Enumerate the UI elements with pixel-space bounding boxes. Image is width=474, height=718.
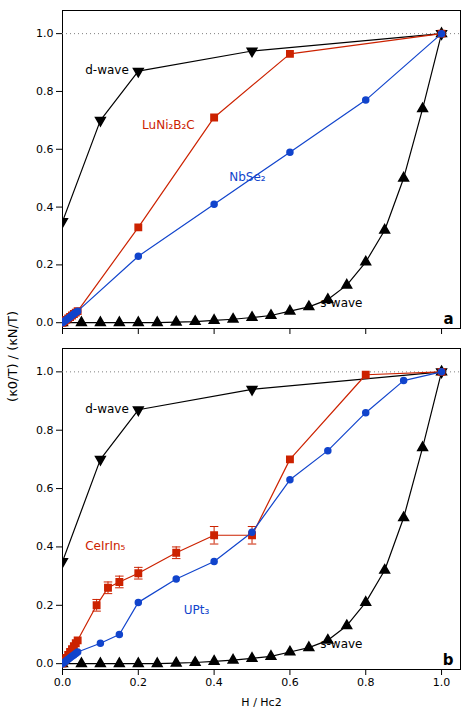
svg-text:0.4: 0.4 — [205, 676, 223, 689]
svg-text:0.4: 0.4 — [36, 201, 54, 214]
svg-text:0.8: 0.8 — [357, 676, 375, 689]
svg-text:0.4: 0.4 — [36, 540, 54, 553]
svg-text:H / Hc2: H / Hc2 — [241, 696, 281, 709]
svg-text:b: b — [443, 651, 454, 669]
svg-text:d-wave: d-wave — [85, 402, 129, 416]
html-text:(κ0/T) / (κN/T): (κ0/T) / (κN/T) — [4, 311, 20, 402]
svg-text:CeIrIn₅: CeIrIn₅ — [85, 539, 125, 553]
svg-text:LuNi₂B₂C: LuNi₂B₂C — [142, 118, 195, 132]
svg-text:d-wave: d-wave — [85, 63, 129, 77]
svg-text:1.0: 1.0 — [433, 676, 451, 689]
svg-text:0.6: 0.6 — [36, 482, 54, 495]
svg-text:UPt₃: UPt₃ — [184, 603, 210, 617]
svg-text:NbSe₂: NbSe₂ — [229, 170, 266, 184]
svg-text:0.0: 0.0 — [54, 676, 72, 689]
svg-text:0.6: 0.6 — [281, 676, 299, 689]
svg-text:a: a — [443, 310, 453, 328]
svg-text:0.2: 0.2 — [130, 676, 148, 689]
svg-text:0.0: 0.0 — [36, 657, 54, 670]
svg-text:1.0: 1.0 — [36, 27, 54, 40]
svg-text:0.2: 0.2 — [36, 599, 54, 612]
svg-text:0.2: 0.2 — [36, 258, 54, 271]
svg-text:0.8: 0.8 — [36, 424, 54, 437]
svg-text:0.0: 0.0 — [36, 316, 54, 329]
svg-text:0.8: 0.8 — [36, 85, 54, 98]
svg-text:1.0: 1.0 — [36, 365, 54, 378]
svg-text:s-wave: s-wave — [320, 296, 362, 310]
svg-text:s-wave: s-wave — [320, 637, 362, 651]
svg-text:0.6: 0.6 — [36, 143, 54, 156]
